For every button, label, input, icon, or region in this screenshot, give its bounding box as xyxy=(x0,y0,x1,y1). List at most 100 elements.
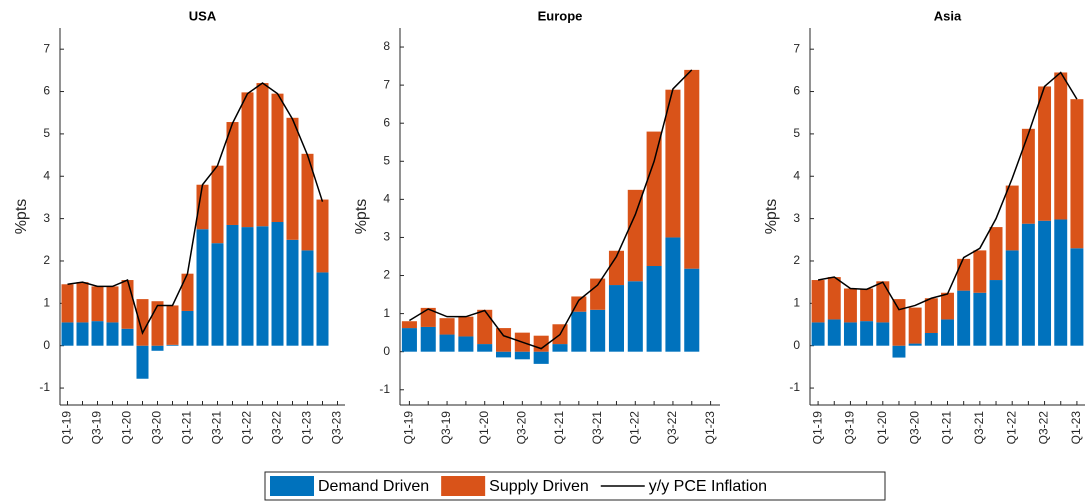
bar-segment xyxy=(1070,248,1084,346)
y-tick-label: 8 xyxy=(383,39,390,53)
y-tick-label: 7 xyxy=(383,77,390,91)
bar-segment xyxy=(533,351,549,364)
bar-segment xyxy=(136,299,149,346)
x-tick-label: Q1-19 xyxy=(60,411,74,445)
y-tick-label: 6 xyxy=(793,84,800,98)
bar-segment xyxy=(892,299,906,346)
bar-segment xyxy=(166,305,179,345)
bar-segment xyxy=(1054,72,1068,220)
bar-segment xyxy=(301,153,314,251)
y-axis-label: %pts xyxy=(13,199,30,235)
y-tick-label: 5 xyxy=(43,126,50,140)
x-tick-label: Q3-21 xyxy=(590,411,604,445)
x-tick-label: Q3-23 xyxy=(330,411,344,445)
bar-segment xyxy=(106,322,119,346)
y-tick-label: 7 xyxy=(43,41,50,55)
bar-segment xyxy=(941,319,954,346)
bar-segment xyxy=(401,321,417,329)
bar-segment xyxy=(665,237,681,352)
bar-segment xyxy=(271,93,284,223)
x-tick-label: Q3-19 xyxy=(843,411,857,445)
x-tick-label: Q3-20 xyxy=(150,411,164,445)
bar-segment xyxy=(843,288,857,323)
bar-segment xyxy=(226,122,239,225)
x-tick-label: Q1-21 xyxy=(180,411,194,445)
bar-segment xyxy=(827,319,841,346)
bar-segment xyxy=(627,189,643,282)
bar-segment xyxy=(166,344,179,346)
bar-segment xyxy=(316,272,329,346)
x-tick-label: Q3-20 xyxy=(907,411,921,445)
legend: Demand Driven Supply Driven y/y PCE Inflat… xyxy=(264,471,886,501)
bar-segment xyxy=(973,250,987,293)
bar-segment xyxy=(496,328,512,352)
x-tick-label: Q3-22 xyxy=(270,411,284,445)
x-tick-label: Q1-19 xyxy=(402,411,416,445)
legend-box xyxy=(264,471,886,501)
bar-segment xyxy=(1021,223,1035,346)
bar-segment xyxy=(211,165,224,244)
bar-segment xyxy=(181,310,194,346)
bar-segment xyxy=(121,280,134,329)
x-tick-label: Q1-20 xyxy=(875,411,889,445)
bar-segment xyxy=(646,266,662,352)
bar-segment xyxy=(908,343,922,346)
line xyxy=(817,71,1078,311)
bar-segment xyxy=(91,321,104,346)
bar-segment xyxy=(420,326,436,352)
bar-segment xyxy=(439,334,455,352)
subplot-title: Asia xyxy=(934,8,962,23)
subplot-title: USA xyxy=(189,8,217,23)
y-tick-label: 2 xyxy=(383,268,390,282)
bar-segment xyxy=(1005,185,1019,251)
x-tick-label: Q1-22 xyxy=(627,411,641,445)
bar-segment xyxy=(226,224,239,346)
y-tick-label: -1 xyxy=(789,380,800,394)
bar-segment xyxy=(1038,220,1052,346)
bar-segment xyxy=(106,286,119,323)
x-tick-label: Q3-22 xyxy=(1037,411,1051,445)
bar-segment xyxy=(477,309,493,345)
bar-segment xyxy=(1070,99,1084,249)
x-tick-label: Q3-19 xyxy=(90,411,104,445)
bar-segment xyxy=(241,92,254,228)
bar-segment xyxy=(1005,250,1019,346)
x-tick-label: Q1-23 xyxy=(300,411,314,445)
y-tick-label: 3 xyxy=(793,211,800,225)
bar-segment xyxy=(827,277,841,320)
subplot: Europe %pts -1 0 1 2 3 4 5 6 7 8 Q1-19 Q3-19 Q1-20 Q3-2… xyxy=(353,8,720,444)
bar-segment xyxy=(989,280,1003,346)
bar-segment xyxy=(286,117,299,240)
bar-segment xyxy=(256,83,269,227)
bar-segment xyxy=(1038,86,1052,221)
x-tick-label: Q1-20 xyxy=(120,411,134,445)
bar-segment xyxy=(684,69,700,269)
y-tick-label: 6 xyxy=(383,115,390,129)
y-tick-label: 7 xyxy=(793,41,800,55)
bar-segment xyxy=(892,345,906,358)
bar-segment xyxy=(286,239,299,346)
x-tick-label: Q1-19 xyxy=(810,411,824,445)
bar-segment xyxy=(514,351,530,360)
bar-segment xyxy=(989,227,1003,281)
y-tick-label: 0 xyxy=(793,338,800,352)
bar-segment xyxy=(439,318,455,335)
y-tick-label: 0 xyxy=(43,338,50,352)
y-tick-label: 3 xyxy=(383,230,390,244)
bar-segment xyxy=(552,344,568,352)
legend-label: Demand Driven xyxy=(318,478,429,495)
bar-segment xyxy=(181,273,194,311)
y-tick-label: 4 xyxy=(43,168,50,182)
bar-segment xyxy=(590,309,606,352)
legend-swatch xyxy=(270,476,314,496)
bar-segment xyxy=(646,131,662,267)
y-tick-label: 5 xyxy=(383,153,390,167)
bar-segment xyxy=(151,345,164,351)
bar-segment xyxy=(924,332,938,346)
bar-segment xyxy=(608,250,624,286)
bar-segment xyxy=(420,307,436,327)
bar-segment xyxy=(316,199,329,273)
x-tick-label: Q3-20 xyxy=(515,411,529,445)
